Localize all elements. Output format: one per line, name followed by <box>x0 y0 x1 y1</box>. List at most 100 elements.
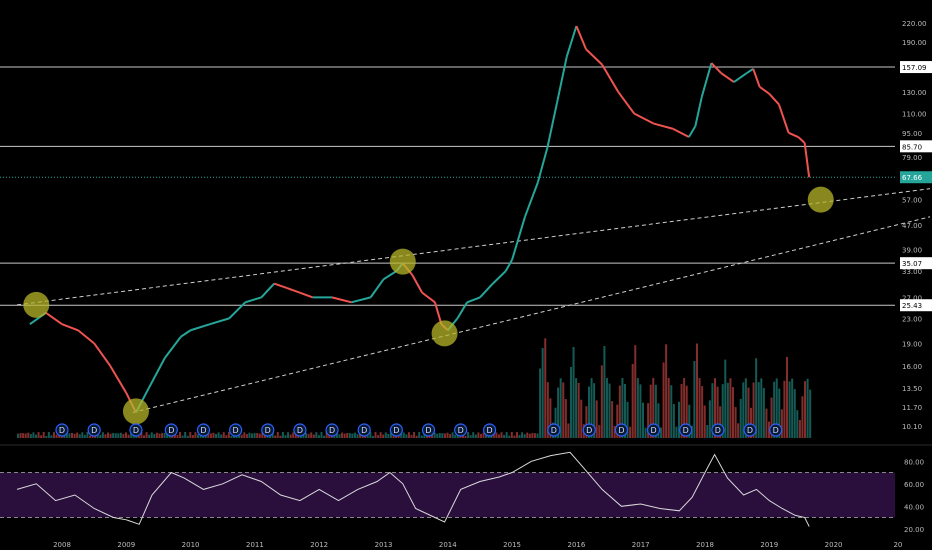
volume-bar <box>271 432 274 438</box>
volume-bar <box>341 432 344 438</box>
time-tick-label: 2019 <box>760 541 778 549</box>
volume-bar <box>703 405 706 438</box>
volume-bar <box>695 343 698 438</box>
volume-bar <box>793 389 796 438</box>
volume-bar <box>217 432 220 438</box>
dividend-marker-label: D <box>618 426 624 435</box>
rsi-panel: 80.00 60.00 40.00 20.00 <box>0 444 932 534</box>
volume-bar <box>762 388 765 438</box>
volume-bar <box>132 435 135 438</box>
rsi-line <box>16 451 810 527</box>
dividend-marker-label: D <box>361 426 367 435</box>
volume-bar <box>325 432 328 438</box>
price-segment <box>504 259 513 272</box>
dividend-marker <box>679 423 693 437</box>
volume-bar <box>546 382 549 438</box>
price-segment <box>244 296 262 304</box>
volume-bar <box>24 433 27 438</box>
price-tick-label: 67.66 <box>902 174 923 182</box>
price-segment <box>688 125 697 138</box>
volume-bar <box>294 433 297 438</box>
price-tick-label: 79.00 <box>902 154 922 162</box>
volume-bar <box>732 387 735 438</box>
volume-bar <box>708 400 711 438</box>
price-tick-label: 47.00 <box>902 222 922 230</box>
volume-bar <box>181 435 184 438</box>
price-segment <box>180 329 192 338</box>
volume-bar <box>539 368 542 438</box>
volume-bar <box>245 434 248 438</box>
volume-bar <box>786 356 789 438</box>
volume-bar <box>292 432 295 438</box>
volume-bar <box>377 435 380 438</box>
trendline-2 <box>132 216 931 413</box>
volume-bar <box>706 424 709 438</box>
price-segment <box>700 62 713 98</box>
volume-bar <box>19 432 22 438</box>
volume-bar <box>76 432 79 438</box>
volume-bar <box>222 432 225 438</box>
volume-bar <box>413 432 416 438</box>
volume-bar <box>603 346 606 438</box>
price-tick-label: 33.00 <box>902 268 922 276</box>
volume-bar <box>369 432 372 438</box>
volume-bar <box>796 410 799 438</box>
volume-bar <box>513 435 516 438</box>
volume-bar <box>338 434 341 438</box>
volume-bar <box>101 432 104 438</box>
volume-bar <box>407 432 410 438</box>
price-tick-label: 13.50 <box>902 385 922 393</box>
trendline-1 <box>16 188 931 306</box>
volume-bar <box>724 359 727 438</box>
volume-bar <box>305 432 308 438</box>
volume-bar <box>235 435 238 438</box>
time-tick-label: 2015 <box>503 541 521 549</box>
volume-bar <box>122 433 125 438</box>
volume-bar <box>289 434 292 438</box>
time-tick-label: 2009 <box>117 541 135 549</box>
volume-bar <box>279 435 282 438</box>
volume-bar <box>752 382 755 438</box>
volume-bar <box>765 408 768 438</box>
volume-bar <box>287 432 290 438</box>
price-segment <box>492 270 507 285</box>
price-segment <box>331 296 352 304</box>
volume-bar <box>52 432 55 438</box>
dividend-marker <box>293 423 307 437</box>
volume-bar <box>438 432 441 438</box>
price-segment <box>479 282 494 299</box>
volume-bar <box>418 432 421 438</box>
price-segment <box>286 287 301 294</box>
price-segment <box>788 131 799 138</box>
volume-bar <box>644 427 647 438</box>
volume-bar <box>207 433 210 438</box>
dividend-marker-label: D <box>133 426 139 435</box>
volume-bar <box>770 397 773 438</box>
volume-bar <box>212 432 215 438</box>
volume-bar <box>68 433 71 438</box>
volume-bar <box>654 384 657 438</box>
volume-bar <box>16 433 19 438</box>
volume-bar <box>209 433 212 438</box>
price-tick-label: 16.00 <box>902 363 922 371</box>
dividend-marker-label: D <box>168 426 174 435</box>
volume-bar <box>459 435 462 438</box>
price-segment <box>411 274 423 294</box>
volume-bar <box>482 432 485 438</box>
volume-bar <box>65 433 68 438</box>
volume-bar <box>148 434 151 438</box>
volume-bar <box>636 378 639 438</box>
price-segment <box>797 136 806 144</box>
volume-bar <box>523 434 526 438</box>
volume-bar <box>598 425 601 438</box>
price-tick-label: 35.07 <box>902 260 922 268</box>
volume-bar <box>274 435 277 438</box>
volume-bar <box>348 433 351 438</box>
volume-bar <box>230 435 233 438</box>
price-tick-label: 130.00 <box>902 89 927 97</box>
volume-bar <box>109 433 112 438</box>
trendlines <box>16 188 931 413</box>
volume-bar <box>389 432 392 438</box>
volume-bar <box>618 385 621 438</box>
price-segment <box>653 122 674 130</box>
